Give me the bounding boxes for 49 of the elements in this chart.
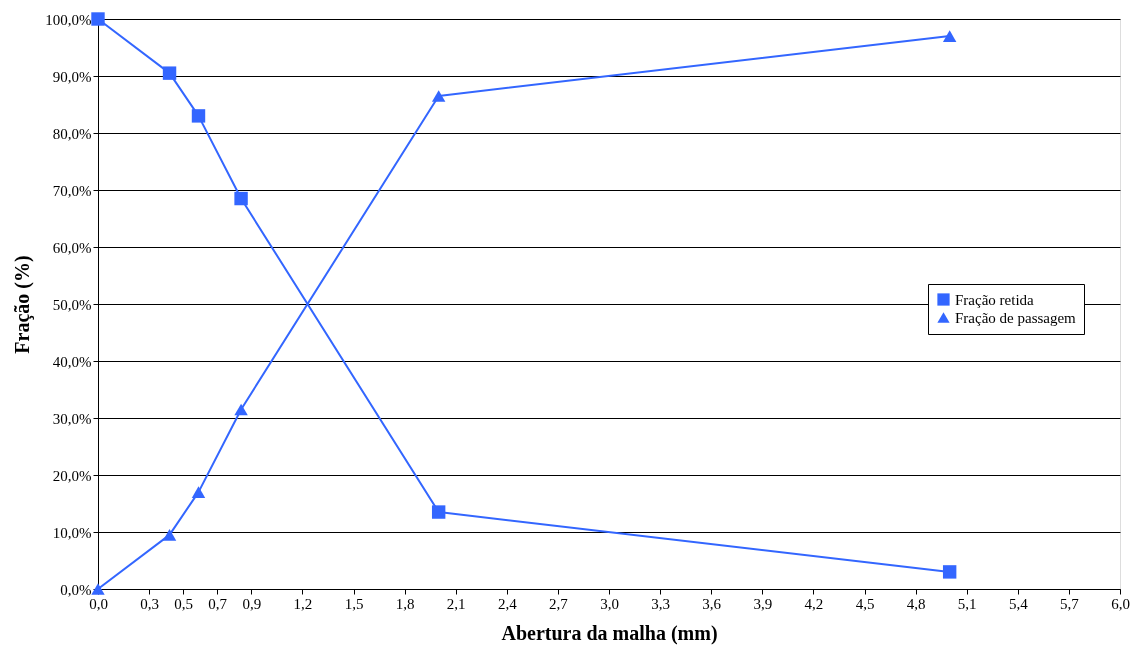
y-tick-label: 50,0%: [52, 296, 92, 313]
point: [431, 90, 446, 102]
x-tick-label: 0,3: [140, 595, 159, 612]
x-tick-label: 4,2: [804, 595, 824, 612]
y-tick-label: 30,0%: [52, 410, 92, 427]
x-tick-label: 5,1: [957, 595, 977, 612]
point: [191, 109, 206, 123]
y-tick-label: 60,0%: [52, 239, 92, 256]
point: [942, 565, 957, 579]
y-tick-label: 100,0%: [45, 11, 92, 28]
x-tick-label: 1,8: [395, 595, 415, 612]
point: [942, 30, 957, 42]
x-tick-label: 2,7: [549, 595, 569, 612]
legend-label: Fração de passagem: [955, 309, 1077, 326]
legend-label: Fração retida: [955, 291, 1035, 308]
point: [91, 583, 105, 595]
point: [234, 191, 248, 206]
x-tick-label: 2,4: [497, 595, 518, 612]
point: [234, 403, 248, 416]
y-tick-label: 0,0%: [60, 581, 92, 598]
y-axis-title: Fração (%): [11, 255, 35, 354]
point: [91, 12, 105, 26]
x-tick-label: 3,3: [651, 595, 670, 612]
x-axis-title: Abertura da malha (mm): [501, 621, 718, 645]
y-tick-label: 40,0%: [52, 353, 92, 370]
x-tick-label: 1,2: [293, 595, 313, 612]
point: [162, 529, 177, 541]
x-tick-label: 5,4: [1008, 595, 1029, 612]
x-tick-label: 0,9: [242, 595, 262, 612]
x-tick-label: 1,5: [344, 595, 364, 612]
x-tick-label: 3,9: [753, 595, 773, 612]
x-tick-label: 0,5: [174, 595, 194, 612]
x-tick-label: 5,7: [1060, 595, 1080, 612]
x-tick-label: 4,5: [855, 595, 875, 612]
x-tick-label: 3,6: [702, 595, 722, 612]
x-tick-label: 0,7: [208, 595, 228, 612]
y-tick-label: 20,0%: [52, 467, 92, 484]
x-tick-label: 2,1: [446, 595, 466, 612]
point: [191, 486, 206, 498]
y-tick-label: 90,0%: [52, 68, 92, 85]
x-tick-label: 4,8: [906, 595, 926, 612]
x-tick-label: 6,0: [1111, 595, 1130, 612]
y-tick-label: 70,0%: [52, 182, 92, 199]
y-tick-label: 80,0%: [52, 125, 92, 142]
y-tick-label: 10,0%: [52, 524, 92, 541]
point: [162, 66, 177, 80]
x-tick-label: 3,0: [600, 595, 619, 612]
x-tick-label: 0,0: [89, 595, 108, 612]
point: [431, 505, 446, 519]
